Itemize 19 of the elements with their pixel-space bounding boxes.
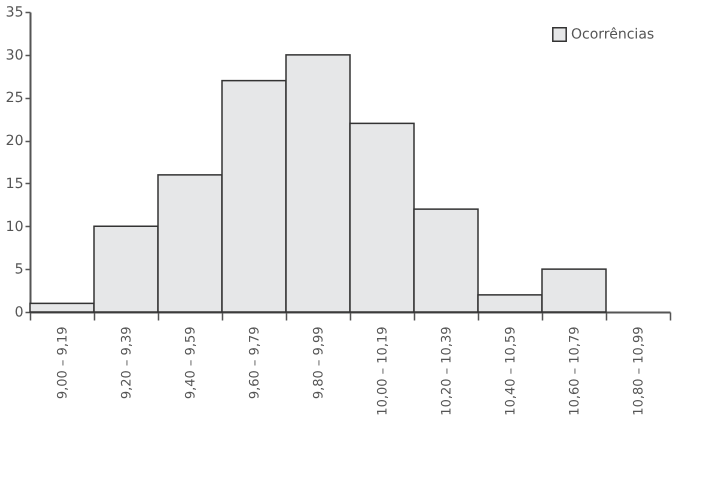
y-tick-label: 0 (14, 304, 24, 320)
y-tick-label: 30 (6, 47, 24, 64)
y-tick-label: 25 (6, 90, 24, 106)
x-tick-label: 10,00 – 10,19 (376, 326, 390, 416)
y-tick-label: 20 (6, 133, 24, 150)
x-tick-label: 9,20 – 9,39 (120, 326, 134, 400)
x-tick-label: 9,80 – 9,99 (312, 326, 326, 400)
x-tick-label: 10,40 – 10,59 (504, 326, 518, 416)
legend-label: Ocorrências (571, 26, 654, 42)
x-tick-label: 10,60 – 10,79 (568, 326, 582, 416)
x-tick-label: 9,40 – 9,59 (184, 326, 198, 400)
y-tick-label: 5 (14, 262, 24, 278)
y-tick-label: 35 (6, 4, 24, 20)
x-tick-label: 9,00 – 9,19 (56, 326, 70, 400)
x-tick-label: 9,60 – 9,79 (248, 326, 262, 400)
y-tick-label: 10 (6, 218, 24, 235)
x-tick-label: 10,80 – 10,99 (632, 326, 646, 416)
x-tick-label: 10,20 – 10,39 (440, 326, 454, 416)
y-tick-label: 15 (6, 176, 24, 192)
